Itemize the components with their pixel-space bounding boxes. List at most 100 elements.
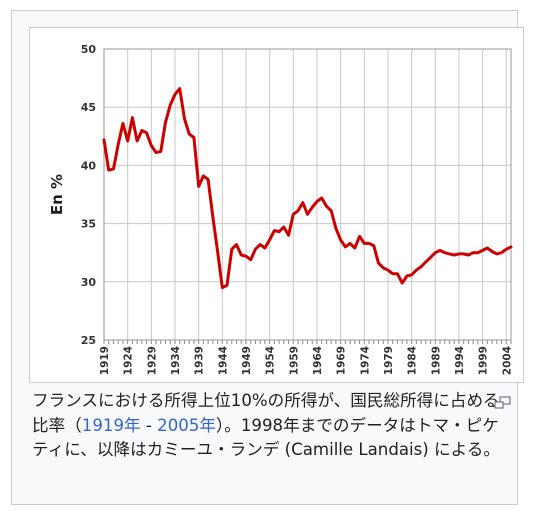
x-tick-label: 1974 bbox=[359, 346, 371, 375]
data-point bbox=[306, 213, 309, 216]
data-point bbox=[439, 249, 441, 252]
data-point bbox=[434, 251, 437, 254]
data-point bbox=[207, 178, 209, 181]
y-tick-label: 50 bbox=[81, 43, 97, 56]
data-point bbox=[259, 243, 261, 246]
data-point bbox=[382, 267, 385, 269]
data-point bbox=[330, 210, 333, 212]
data-point bbox=[141, 129, 143, 132]
data-point bbox=[150, 144, 153, 147]
data-point bbox=[122, 122, 124, 125]
data-point bbox=[231, 248, 233, 250]
data-point bbox=[354, 247, 356, 249]
data-point bbox=[320, 197, 323, 199]
data-point bbox=[193, 136, 195, 139]
data-point bbox=[226, 284, 228, 287]
data-point bbox=[273, 229, 276, 232]
data-point bbox=[462, 253, 465, 255]
x-tick-label: 1934 bbox=[170, 346, 182, 375]
plot-frame bbox=[103, 48, 512, 341]
data-point bbox=[278, 230, 280, 233]
x-tick-label: 1989 bbox=[430, 346, 442, 375]
y-tick-label: 30 bbox=[81, 276, 97, 289]
y-tick-label: 45 bbox=[81, 101, 96, 114]
line-chart: 25 30 35 40 45 50 1919 1924 1929 1934 1939 1944 1949… bbox=[48, 43, 513, 375]
data-point bbox=[240, 254, 242, 256]
data-point bbox=[486, 247, 489, 249]
x-tick-label: 2004 bbox=[501, 346, 513, 375]
data-point bbox=[339, 239, 342, 241]
data-point bbox=[344, 246, 347, 248]
data-point bbox=[415, 269, 418, 271]
data-point bbox=[349, 242, 351, 245]
data-point bbox=[358, 235, 361, 238]
data-point bbox=[325, 205, 328, 207]
data-point bbox=[212, 215, 214, 218]
data-point bbox=[283, 226, 285, 228]
data-point bbox=[202, 175, 205, 177]
caption-text-end: ）。1998年までのデータはトマ・ピケティに、以降はカミーユ・ランデ (Cami… bbox=[32, 415, 500, 460]
link-2005[interactable]: 2005年 bbox=[157, 415, 216, 435]
data-point bbox=[401, 282, 404, 284]
data-point bbox=[174, 93, 176, 96]
data-point bbox=[145, 132, 148, 134]
link-1919[interactable]: 1919年 bbox=[81, 415, 141, 435]
data-point bbox=[155, 151, 157, 154]
data-point bbox=[425, 261, 427, 263]
x-tick-label: 1959 bbox=[288, 346, 300, 375]
data-point bbox=[396, 272, 399, 275]
data-point bbox=[448, 253, 451, 255]
caption-text: フランスにおける所得上位10%の所得が、国民総所得に占める比率（ bbox=[32, 391, 500, 435]
magnify-clip-icon[interactable] bbox=[494, 393, 512, 409]
data-point bbox=[297, 210, 299, 212]
data-point bbox=[254, 248, 257, 250]
data-point bbox=[510, 246, 512, 248]
data-point bbox=[302, 201, 304, 204]
data-point bbox=[467, 254, 470, 256]
data-point bbox=[264, 247, 266, 249]
data-point bbox=[373, 244, 375, 247]
thumbnail-frame: 25 30 35 40 45 50 1919 1924 1929 1934 1939 1944 1949… bbox=[11, 10, 524, 505]
data-point bbox=[453, 254, 456, 256]
data-point bbox=[221, 286, 224, 289]
data-point bbox=[500, 251, 503, 254]
series-line bbox=[102, 87, 513, 290]
data-point bbox=[458, 253, 460, 255]
data-point bbox=[160, 150, 162, 153]
data-point bbox=[178, 87, 181, 90]
data-point bbox=[216, 250, 219, 253]
data-point bbox=[164, 121, 167, 124]
data-point bbox=[311, 206, 314, 209]
y-tick-label: 35 bbox=[81, 218, 96, 231]
data-point bbox=[169, 104, 172, 106]
data-point bbox=[377, 262, 380, 264]
x-tick-label: 1984 bbox=[407, 346, 419, 375]
data-point bbox=[235, 243, 238, 246]
thumbnail-caption: フランスにおける所得上位10%の所得が、国民総所得に占める比率（1919年 - … bbox=[32, 389, 512, 463]
data-point bbox=[406, 275, 408, 277]
data-point bbox=[183, 118, 186, 120]
data-point bbox=[287, 234, 290, 236]
data-point bbox=[126, 140, 129, 142]
data-point bbox=[491, 250, 493, 253]
y-tick-label: 25 bbox=[81, 334, 96, 347]
chart-image[interactable]: 25 30 35 40 45 50 1919 1924 1929 1934 1939 1944 1949… bbox=[29, 27, 524, 383]
data-point bbox=[107, 169, 110, 171]
x-tick-label: 1964 bbox=[312, 346, 324, 375]
x-tick-label: 1999 bbox=[478, 346, 490, 375]
data-point bbox=[481, 249, 484, 252]
data-point bbox=[443, 251, 446, 254]
data-point bbox=[131, 116, 134, 119]
data-point bbox=[505, 248, 508, 250]
data-point bbox=[472, 251, 474, 254]
x-tick-label: 1939 bbox=[194, 346, 206, 375]
y-tick-label: 40 bbox=[81, 159, 97, 172]
x-tick-label: 1954 bbox=[265, 346, 277, 375]
data-point bbox=[363, 242, 366, 245]
x-tick-label: 1924 bbox=[123, 346, 135, 375]
x-tick-label: 1929 bbox=[146, 346, 158, 375]
data-point bbox=[368, 242, 370, 245]
x-tick-label: 1944 bbox=[217, 346, 229, 375]
data-point bbox=[316, 200, 318, 203]
data-point bbox=[420, 265, 422, 268]
